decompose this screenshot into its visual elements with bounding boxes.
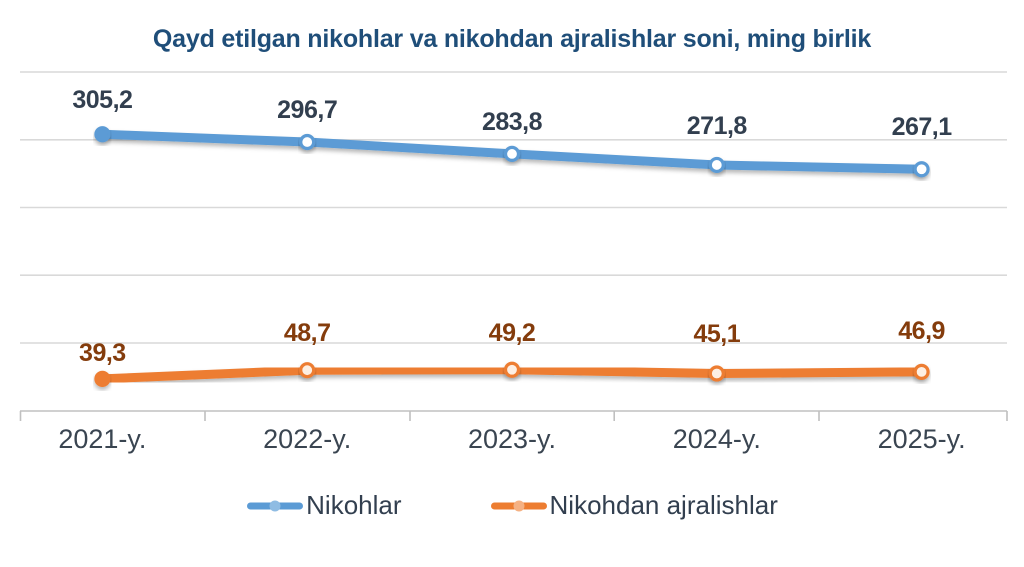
data-label-nikohlar: 283,8: [481, 107, 543, 136]
data-label-nikohdan-ajralishlar: 49,2: [488, 318, 536, 347]
x-axis-label: 2023-y.: [467, 424, 557, 454]
data-point-marker: [503, 361, 521, 378]
x-axis-label: 2024-y.: [672, 424, 761, 454]
chart-title: Qayd etilgan nikohlar va nikohdan ajrali…: [152, 25, 872, 53]
data-label-nikohdan-ajralishlar: 39,3: [79, 338, 126, 367]
data-point-marker: [708, 365, 725, 382]
data-point-marker: [299, 362, 316, 379]
data-point-marker: [913, 363, 930, 380]
data-point-marker: [299, 133, 316, 151]
data-label-nikohdan-ajralishlar: 48,7: [283, 319, 331, 348]
data-label-nikohlar: 305,2: [72, 86, 133, 115]
x-axis-label: 2025-y.: [877, 424, 966, 454]
data-label-nikohdan-ajralishlar: 46,9: [898, 316, 945, 345]
data-point-marker: [94, 370, 111, 387]
legend-item-nikohlar: Nikohlar: [246, 490, 402, 521]
data-label-nikohlar: 296,7: [277, 96, 338, 125]
legend-label-nikohlar: Nikohlar: [306, 490, 402, 520]
legend-label-nikohdan-ajralishlar: Nikohdan ajralishlar: [549, 490, 778, 520]
chart-legend: Nikohlar Nikohdan ajralishlar: [0, 490, 1024, 521]
data-label-nikohdan-ajralishlar: 45,1: [693, 319, 741, 348]
data-label-nikohlar: 267,1: [891, 113, 953, 142]
data-point-marker: [913, 161, 930, 178]
data-point-marker: [94, 126, 111, 143]
legend-item-nikohdan-ajralishlar: Nikohdan ajralishlar: [490, 490, 778, 521]
data-point-marker: [708, 156, 725, 174]
legend-line-marker-icon: [247, 500, 304, 511]
x-axis-label: 2022-y.: [263, 424, 352, 454]
legend-line-marker-icon: [490, 500, 547, 511]
data-label-nikohlar: 271,8: [686, 111, 748, 140]
x-axis-label: 2021-y.: [58, 424, 147, 454]
data-point-marker: [503, 145, 521, 163]
